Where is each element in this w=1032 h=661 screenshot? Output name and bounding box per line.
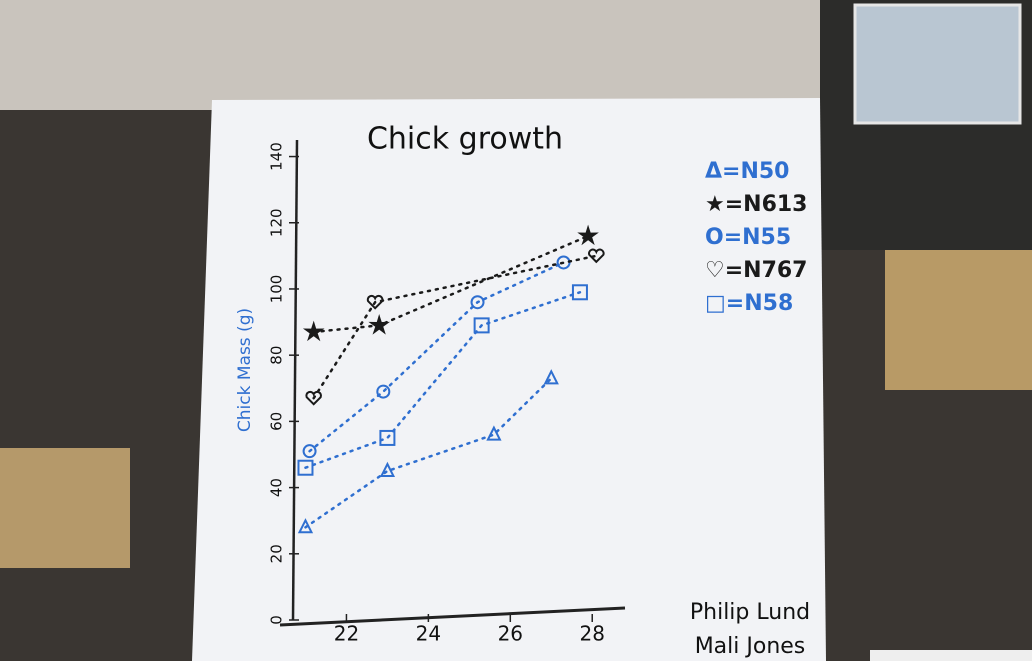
marker xyxy=(486,425,502,441)
y-tick-label: 60 xyxy=(268,412,286,431)
y-axis xyxy=(291,139,299,621)
legend-entry: ★=N613 xyxy=(705,192,808,217)
marker xyxy=(302,444,317,459)
series-line xyxy=(312,254,598,400)
x-tick-label: 22 xyxy=(334,622,359,646)
marker xyxy=(577,224,599,246)
desk xyxy=(0,448,130,568)
author: Philip Lund xyxy=(690,600,810,625)
legend-entry: O=N55 xyxy=(705,225,791,250)
back-wall xyxy=(0,0,820,110)
y-tick-label: 100 xyxy=(268,275,286,304)
marker xyxy=(368,314,390,335)
x-axis xyxy=(279,606,626,627)
legend-entry: □=N58 xyxy=(705,291,793,316)
y-tick-label: 0 xyxy=(268,615,286,625)
legend-entry: ♡=N767 xyxy=(705,258,808,283)
marker xyxy=(473,317,490,334)
marker xyxy=(379,461,396,478)
y-tick-label: 80 xyxy=(268,346,286,365)
x-tick-label: 28 xyxy=(580,622,605,646)
marker xyxy=(302,320,325,342)
marker xyxy=(376,384,391,399)
chart-title: Chick growth xyxy=(367,122,563,157)
series-line xyxy=(304,377,553,529)
marker xyxy=(470,295,485,310)
marker xyxy=(571,284,588,301)
series-line xyxy=(304,291,582,469)
whiteboard xyxy=(192,98,826,661)
marker xyxy=(305,390,322,406)
marker xyxy=(379,429,396,446)
y-tick-label: 20 xyxy=(268,544,286,563)
marker xyxy=(543,369,559,385)
series-line xyxy=(308,261,565,453)
x-tick-label: 26 xyxy=(498,622,523,646)
y-axis-label: Chick Mass (g) xyxy=(235,308,255,432)
y-tick-label: 40 xyxy=(268,478,286,497)
legend-entry: Δ=N50 xyxy=(705,159,790,184)
author: Mali Jones xyxy=(695,634,806,659)
desk xyxy=(885,250,1032,390)
marker xyxy=(297,459,314,476)
poster xyxy=(853,3,1022,125)
marker xyxy=(366,294,384,310)
marker xyxy=(297,518,314,534)
marker xyxy=(588,248,605,264)
x-tick-label: 24 xyxy=(416,622,441,646)
paper xyxy=(870,650,1032,661)
y-tick-label: 120 xyxy=(268,208,286,237)
chart: Chick growth Chick Mass (g) Philip Lund … xyxy=(235,122,810,660)
y-tick-label: 140 xyxy=(268,142,286,171)
